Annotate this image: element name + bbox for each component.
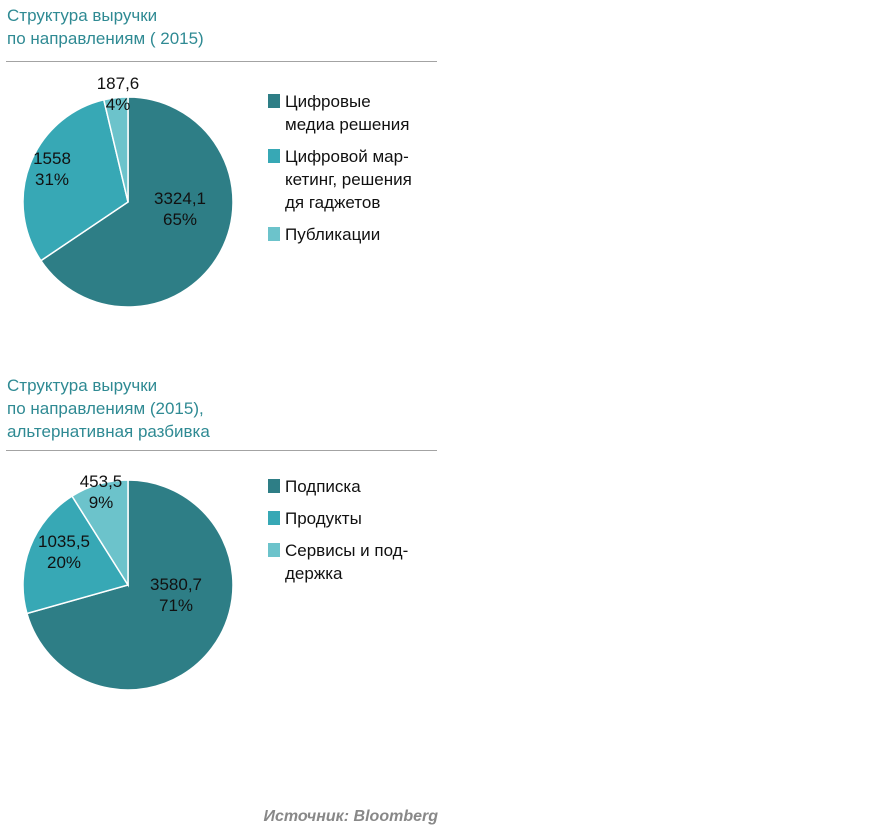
chart-1-legend-label-2-line-1: Цифровой мар- <box>285 147 409 166</box>
chart-2-legend-item-3: Сервисы и под-держка <box>268 539 443 585</box>
chart-1-title-line-1: Структура выручки <box>7 6 158 25</box>
chart-2-legend-label-3-line-2: держка <box>285 564 343 583</box>
chart-1-slice-2 <box>22 98 129 262</box>
chart-1-slice-2-percent: 31% <box>35 170 69 189</box>
chart-1-legend-swatch-1 <box>268 94 280 108</box>
chart-1-slice-3 <box>102 96 129 203</box>
chart-1-slice-2-value: 1558 <box>33 149 71 168</box>
chart-2-legend-swatch-1 <box>268 479 280 493</box>
chart-1-legend-label-1-line-1: Цифровые <box>285 92 371 111</box>
chart-2-slice-2-value: 1035,5 <box>38 532 90 551</box>
chart-1-slice-1-percent: 65% <box>163 210 197 229</box>
chart-1-title: Структура выручки по направлениям ( 2015… <box>7 4 204 50</box>
chart-2-legend-label-3: Сервисы и под-держка <box>285 539 443 585</box>
chart-2-legend-swatch-2 <box>268 511 280 525</box>
chart-1-legend-label-2: Цифровой мар-кетинг, решения дя гаджетов <box>285 145 443 214</box>
chart-1-slice-3-percent: 4% <box>106 95 131 114</box>
chart-1-slice-1-value: 3324,1 <box>154 189 206 208</box>
chart-2-legend-label-1: Подписка <box>285 475 443 498</box>
chart-2-pie: 3580,7 71% 1035,5 20% 453,5 9% <box>22 472 234 691</box>
chart-1-legend-label-1-line-2: медиа решения <box>285 115 410 134</box>
chart-1-pie: 3324,1 65% 1558 31% 187,6 4% <box>22 74 234 308</box>
chart-2-title-line-3: альтернативная разбивка <box>7 422 210 441</box>
chart-2-legend-label-2-line-1: Продукты <box>285 509 362 528</box>
chart-2-legend-label-1-line-1: Подписка <box>285 477 361 496</box>
chart-2-divider <box>6 450 437 451</box>
source-note: Источник: Bloomberg <box>263 808 439 825</box>
chart-2-title-line-1: Структура выручки <box>7 376 158 395</box>
chart-2-title-line-2: по направлениям (2015), <box>7 399 204 418</box>
chart-1-legend: Цифровые медиа решения Цифровой мар-кетинг… <box>268 90 443 255</box>
chart-1-slice-3-value: 187,6 <box>97 74 140 93</box>
chart-2-slice-3-value: 453,5 <box>80 472 123 491</box>
chart-2-slice-1-value: 3580,7 <box>150 575 202 594</box>
chart-1-legend-label-2-line-3: дя гаджетов <box>285 193 381 212</box>
chart-2-slice-2-percent: 20% <box>47 553 81 572</box>
chart-2-slice-3-percent: 9% <box>89 493 114 512</box>
chart-1-legend-label-3: Публикации <box>285 223 443 246</box>
chart-1-legend-item-3: Публикации <box>268 223 443 246</box>
chart-1-legend-item-1: Цифровые медиа решения <box>268 90 443 136</box>
chart-1-legend-item-2: Цифровой мар-кетинг, решения дя гаджетов <box>268 145 443 214</box>
chart-1-legend-swatch-2 <box>268 149 280 163</box>
chart-2-legend-item-1: Подписка <box>268 475 443 498</box>
chart-2-legend-swatch-3 <box>268 543 280 557</box>
chart-1-legend-label-1: Цифровые медиа решения <box>285 90 443 136</box>
chart-2-slice-1-percent: 71% <box>159 596 193 615</box>
chart-2-title: Структура выручки по направлениям (2015)… <box>7 374 210 443</box>
chart-2-legend-item-2: Продукты <box>268 507 443 530</box>
chart-2-legend-label-3-line-1: Сервисы и под- <box>285 541 409 560</box>
chart-2-slice-2 <box>22 495 130 615</box>
chart-1-legend-swatch-3 <box>268 227 280 241</box>
chart-2-slice-3 <box>71 479 129 588</box>
chart-2-slice-1 <box>26 479 234 691</box>
chart-2-legend-label-2: Продукты <box>285 507 443 530</box>
chart-1-title-line-2: по направлениям ( 2015) <box>7 29 204 48</box>
chart-1-legend-label-3-line-1: Публикации <box>285 225 381 244</box>
chart-2-legend: Подписка Продукты Сервисы и под-держка <box>268 475 443 594</box>
chart-1-legend-label-2-line-2: кетинг, решения <box>285 170 412 189</box>
chart-1-divider <box>6 61 437 62</box>
chart-1-slice-1 <box>39 96 234 308</box>
